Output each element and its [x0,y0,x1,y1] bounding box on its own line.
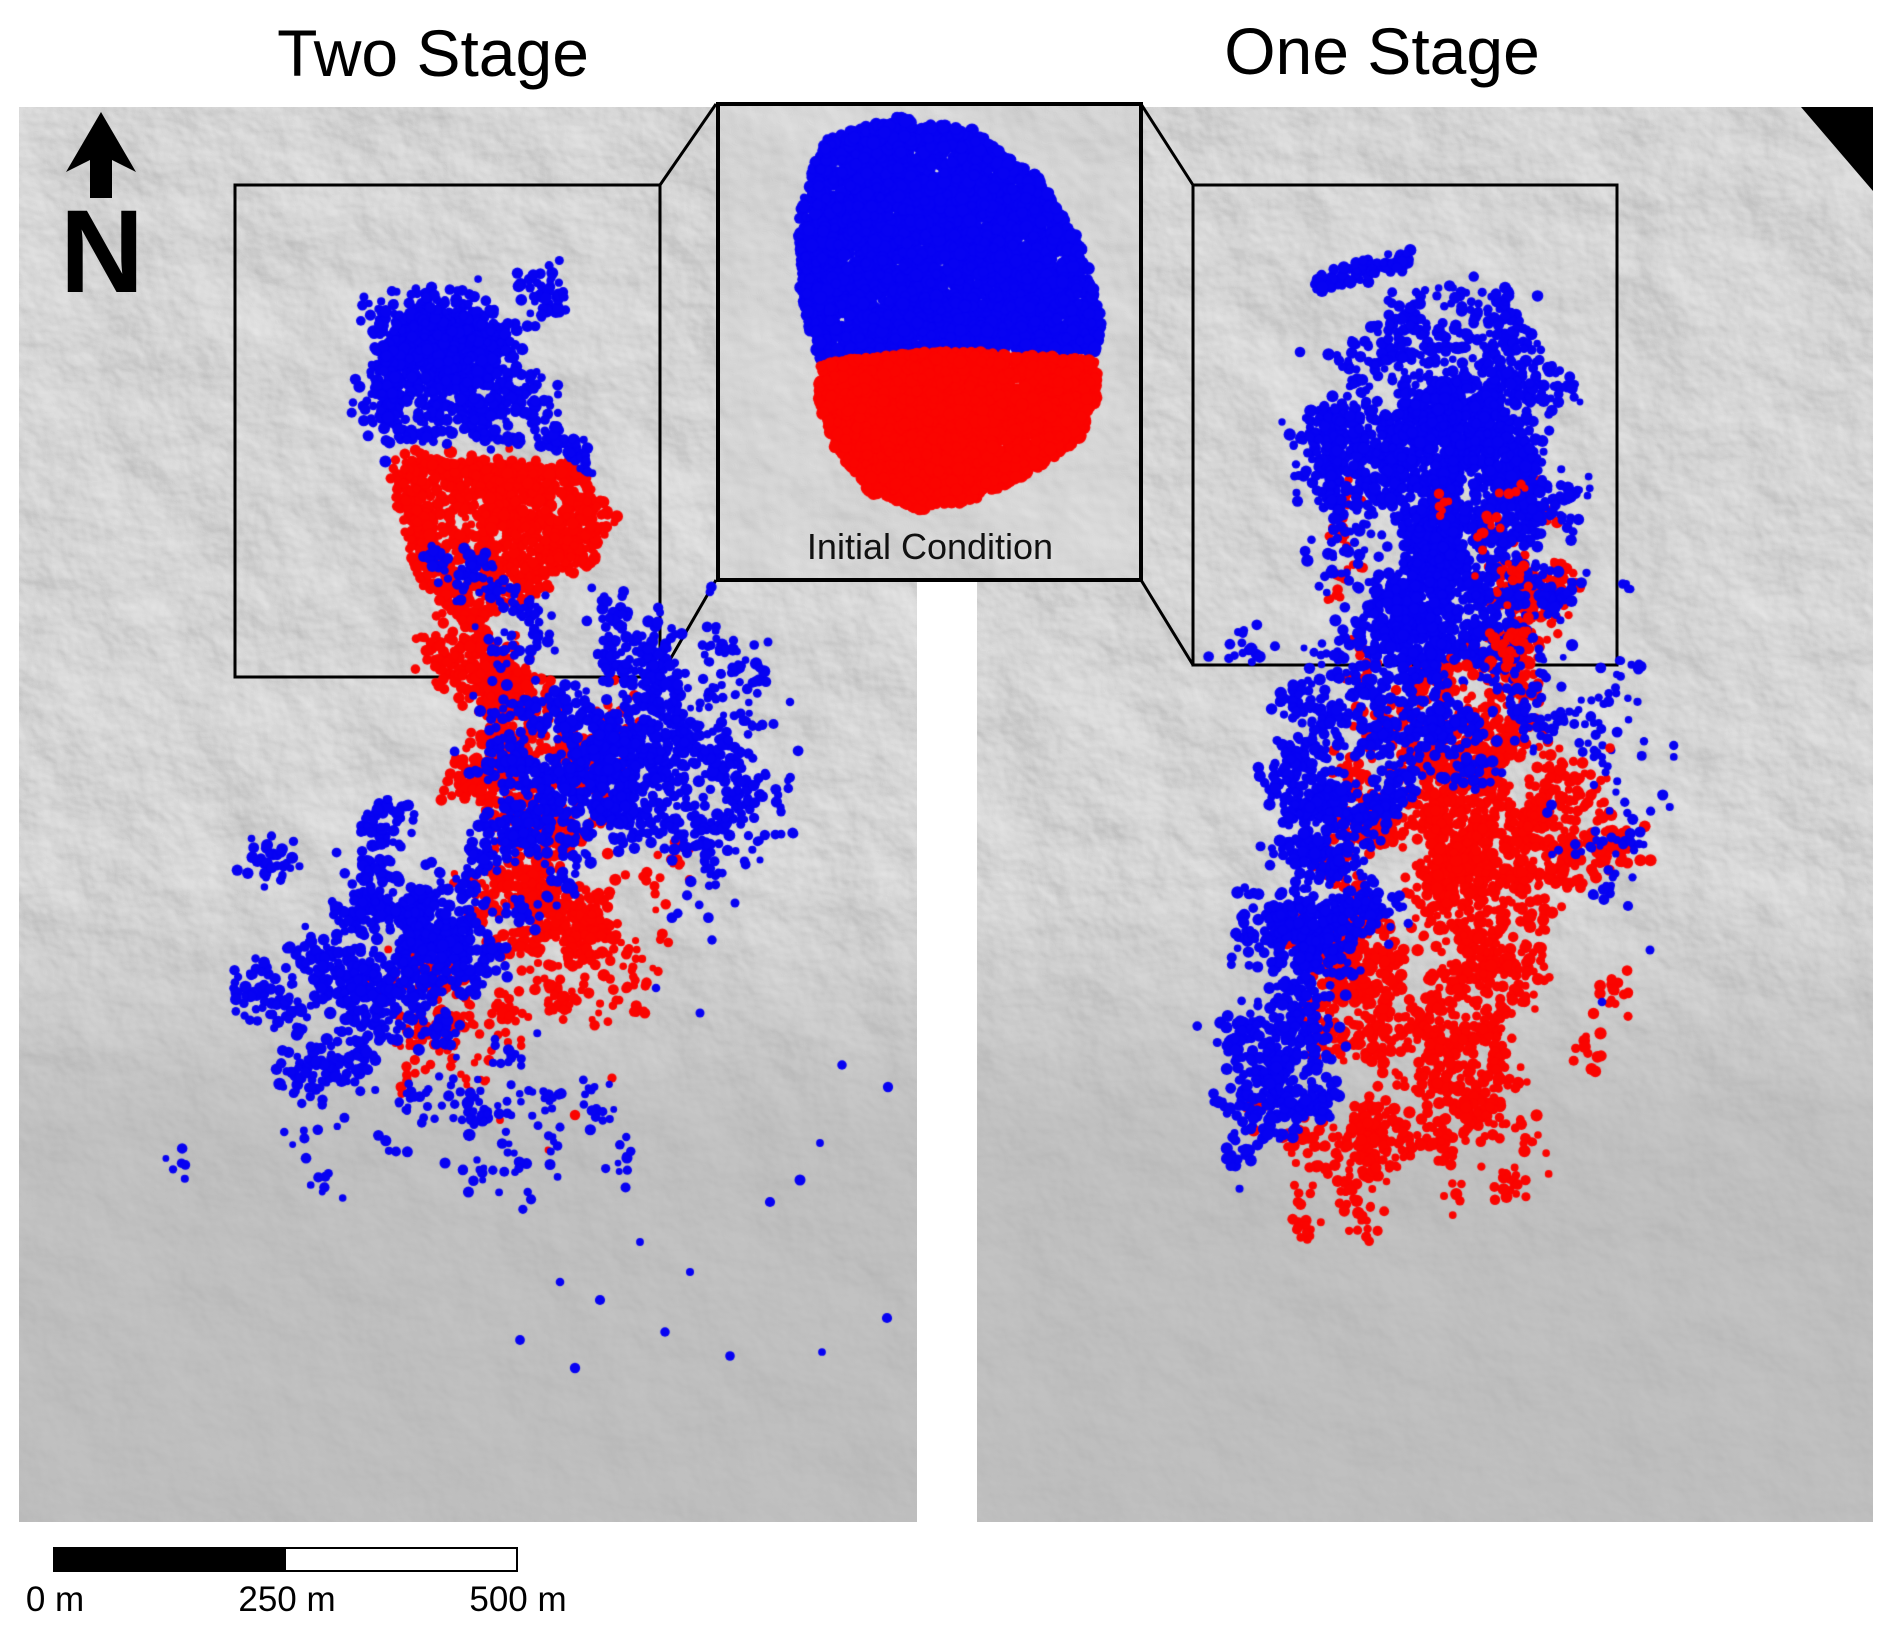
title-two-stage: Two Stage [277,16,589,90]
scalebar-filled-half [55,1549,286,1570]
north-arrow-icon: N [60,112,144,300]
title-one-stage: One Stage [1224,14,1540,88]
hillshade-inset [720,106,1139,578]
north-arrow-label: N [60,186,144,300]
scalebar-label-250: 250 m [238,1580,336,1619]
scalebar [53,1547,518,1572]
inset-label: Initial Condition [806,526,1054,567]
scalebar-label-0: 0 m [25,1580,85,1619]
inset-initial-condition [716,102,1143,582]
scalebar-label-500: 500 m [469,1580,567,1619]
